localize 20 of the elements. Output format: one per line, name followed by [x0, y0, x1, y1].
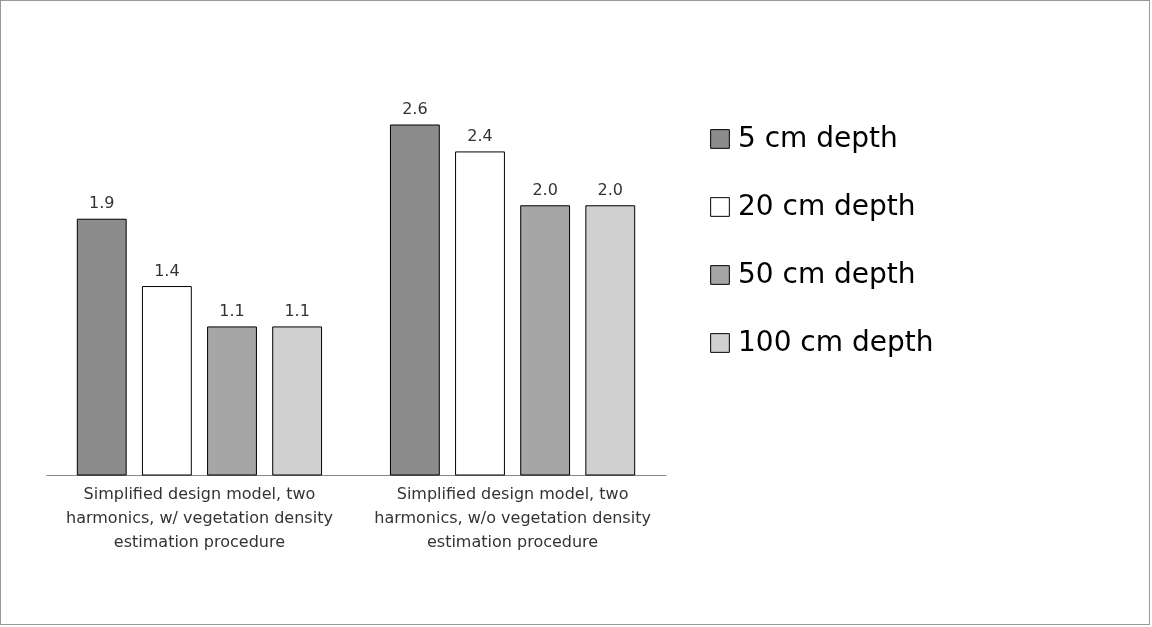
data-label: 2.0 — [532, 179, 558, 199]
data-label: 1.1 — [284, 300, 310, 320]
data-label: 2.6 — [402, 99, 428, 118]
data-label: 1.1 — [219, 300, 245, 320]
data-label: 2.0 — [597, 179, 623, 199]
legend-label: 100 cm depth — [738, 325, 934, 358]
bar — [141, 286, 192, 476]
bar — [520, 205, 571, 476]
legend-label: 20 cm depth — [738, 189, 916, 222]
legend-label: 50 cm depth — [738, 257, 916, 290]
data-label: 2.4 — [467, 125, 493, 145]
legend-label: 5 cm depth — [738, 121, 898, 154]
data-label: 1.4 — [154, 260, 180, 280]
x-tick-label: Simplified design model, two harmonics, w/ vegetation density estimation procedure — [66, 483, 333, 551]
bar — [272, 326, 323, 476]
data-label: 1.9 — [89, 193, 115, 213]
bar — [455, 151, 505, 476]
x-tick-label: Simplified design model, two harmonics, w/o vegetation density estimation procedure — [374, 483, 651, 551]
bar — [585, 205, 636, 476]
bar — [207, 326, 257, 476]
